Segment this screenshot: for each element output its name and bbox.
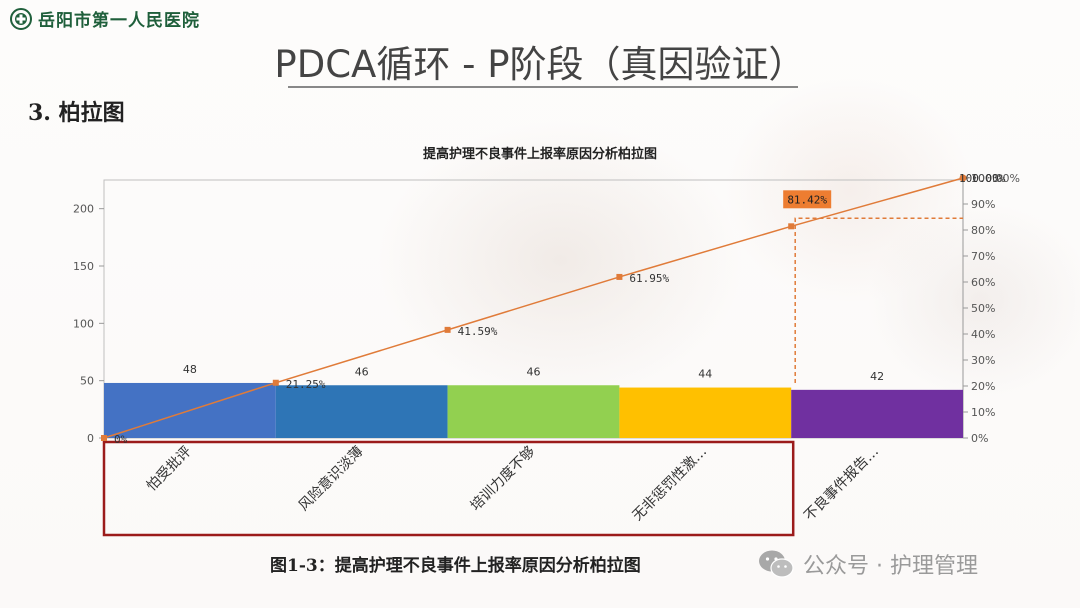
watermark-text: 公众号 · 护理管理 [803,554,978,579]
bar [619,387,792,438]
y2-tick-label: 80% [971,224,995,237]
bar-value-label: 44 [698,368,712,381]
hospital-name: 岳阳市第一人民医院 [38,11,200,31]
y2-tick-label: 20% [971,380,995,393]
cumulative-point [444,326,451,333]
x-category-label: 培训力度不够 [468,444,539,515]
section-heading: 3. 柏拉图 [28,100,125,126]
hospital-logo: 岳阳市第一人民医院 [10,6,200,31]
page-title: PDCA循环 - P阶段（真因验证） [274,43,806,86]
bar [447,385,620,438]
cumulative-point [788,223,795,230]
y2-tick-label: 60% [971,276,995,289]
x-category-label: 怕受批评 [144,444,195,495]
y2-tick-label: 90% [971,198,995,211]
x-category-label: 无非惩罚性激… [629,443,710,524]
cumulative-point [959,174,967,182]
chart-title: 提高护理不良事件上报率原因分析柏拉图 [423,146,657,162]
y2-tick-label: 50% [971,302,995,315]
cumulative-point [101,435,107,441]
figure-caption: 图1-3：提高护理不良事件上报率原因分析柏拉图 [270,556,641,576]
watermark: 公众号 · 护理管理 [757,548,978,580]
y-tick-label: 0 [87,432,94,445]
cumulative-label: 81.42% [787,193,827,206]
y2-tick-label: 10% [971,406,995,419]
cutoff-guide-line [794,217,963,383]
y-tick-label: 150 [73,260,94,273]
bar-value-label: 46 [355,365,369,378]
y2-tick-label: 40% [971,328,995,341]
bar [791,389,963,438]
bar-value-label: 46 [527,365,541,378]
cumulative-label: 41.59% [458,325,498,338]
cumulative-point [272,379,279,386]
wechat-icon [759,550,794,578]
y2-tick-label: 0% [971,432,988,445]
cumulative-point [616,273,623,280]
y-tick-label: 50 [80,375,94,388]
y2-tick-label: 30% [971,354,995,367]
cumulative-label: 0% [114,433,128,446]
cumulative-label: 100.00% [959,172,1006,185]
y2-tick-label: 70% [971,250,995,263]
bar-value-label: 48 [183,363,197,376]
y2-top-label: 100.00% [971,172,1020,185]
y-tick-label: 100 [73,317,94,330]
bar-value-label: 42 [870,370,884,383]
title-divider [288,86,798,88]
x-category-label: 风险意识淡薄 [295,443,366,514]
cumulative-label: 61.95% [629,272,669,285]
bar [275,385,448,438]
hospital-emblem-icon [10,7,32,30]
y2-tick-label: 100% [971,172,1002,185]
highlight-box [102,440,795,537]
y-tick-label: 200 [73,203,94,216]
x-category-label: 不良事件报告… [801,444,882,525]
cumulative-label-badge [783,190,832,209]
cumulative-label: 21.25% [286,378,326,391]
